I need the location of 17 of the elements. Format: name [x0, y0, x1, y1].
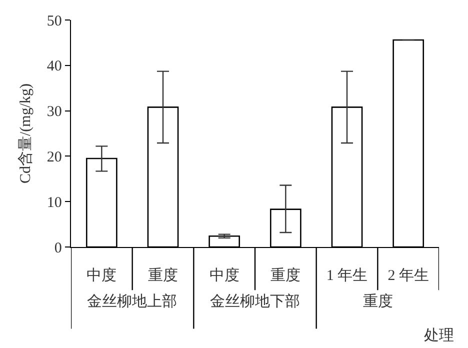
y-tick-label: 50 [46, 13, 62, 30]
y-tick-label: 0 [54, 240, 62, 256]
y-tick-label: 30 [46, 104, 62, 120]
text: 重度 [363, 293, 393, 310]
text: 金丝柳地上部 [87, 293, 177, 310]
x-tick-label: 中度 [86, 267, 117, 284]
x-tick-label: 2 年生 [388, 267, 429, 284]
y-axis-title: Cd含量/(mg/kg) [17, 84, 34, 184]
x-tick-label: 重度 [270, 267, 301, 284]
x-tick-label: 重度 [148, 267, 178, 284]
text: 金丝柳地下部 [210, 293, 300, 310]
x-tick-label: 中度 [209, 267, 240, 284]
x-tick-label: 1 年生 [326, 267, 368, 284]
y-tick-label: 40 [46, 58, 62, 75]
y-tick-label: 10 [46, 194, 62, 211]
x-axis-title: 处理 [424, 327, 454, 344]
y-tick-label: 20 [46, 149, 62, 166]
